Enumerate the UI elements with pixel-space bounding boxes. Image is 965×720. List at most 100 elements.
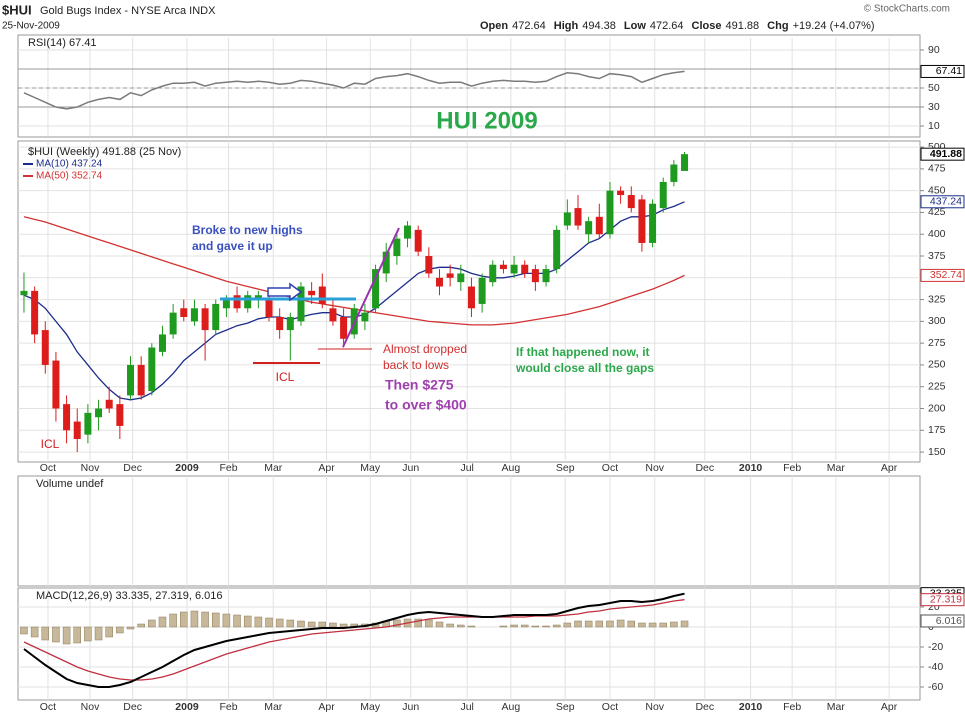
histogram-bar: [275, 618, 284, 628]
y-tick-label: 275: [928, 337, 946, 349]
quote-label: Low: [624, 20, 646, 32]
annotation: Broke to new highs: [192, 223, 303, 237]
histogram-bar: [30, 626, 39, 638]
histogram-bar: [499, 625, 508, 628]
annotation: If that happened now, it: [516, 345, 650, 359]
histogram-bar: [180, 611, 188, 628]
x-tick-label: Feb: [783, 701, 801, 713]
x-tick-label: Mar: [264, 701, 283, 713]
x-tick-label: Mar: [827, 462, 846, 474]
histogram-bar: [648, 622, 657, 628]
histogram-bar: [62, 626, 71, 645]
x-tick-label: Sep: [556, 701, 575, 713]
histogram-bar: [659, 622, 667, 628]
candle-body: [276, 317, 284, 331]
histogram-bar: [670, 621, 678, 628]
y-tick-label: -20: [928, 641, 943, 653]
candle-body: [137, 364, 145, 396]
y-tick-label: 10: [928, 120, 940, 132]
x-tick-label: Nov: [81, 462, 100, 474]
histogram-bar: [425, 619, 433, 628]
legend-entry: MA(50) 352.74: [36, 171, 103, 182]
x-tick-label: Jun: [402, 462, 419, 474]
y-tick-label: 150: [928, 446, 946, 458]
candle-body: [595, 216, 603, 235]
histogram-bar: [627, 620, 636, 628]
legend-entry: MA(10) 437.24: [36, 159, 103, 170]
x-tick-label: 2010: [739, 462, 763, 474]
candle-body: [73, 421, 81, 439]
candle-body: [563, 212, 571, 226]
annotation: to over $400: [385, 397, 467, 413]
quote-label: Open: [480, 20, 508, 32]
histogram-bar: [584, 620, 593, 628]
histogram-bar: [510, 624, 518, 628]
candle-body: [446, 273, 454, 278]
candle-body: [127, 364, 135, 396]
x-tick-label: 2009: [175, 701, 199, 713]
value-flag: [920, 614, 965, 628]
y-tick-label: 425: [928, 206, 946, 218]
quote-value: 491.88: [726, 20, 760, 32]
candle-body: [531, 269, 539, 283]
candle-body: [382, 251, 390, 274]
histogram-bar: [73, 626, 81, 644]
x-tick-label: 2009: [175, 462, 199, 474]
symbol-name: Gold Bugs Index - NYSE Arca INDX: [40, 5, 216, 17]
x-tick-label: Jun: [402, 701, 419, 713]
candle-body: [222, 299, 230, 309]
x-tick-label: Apr: [318, 701, 335, 713]
quote-label: Close: [692, 20, 722, 32]
histogram-bar: [574, 620, 582, 628]
x-tick-label: Nov: [645, 701, 664, 713]
candle-body: [254, 295, 262, 300]
y-tick-label: 475: [928, 163, 946, 175]
y-tick-label: 225: [928, 380, 946, 392]
candle-body: [31, 290, 39, 335]
x-tick-label: Oct: [602, 462, 618, 474]
candle-body: [116, 404, 124, 426]
x-tick-label: Aug: [502, 462, 521, 474]
annotation: Then $275: [385, 377, 454, 393]
candle-body: [489, 264, 497, 283]
x-tick-label: Dec: [695, 701, 714, 713]
histogram-bar: [457, 624, 465, 628]
x-tick-label: Oct: [40, 462, 56, 474]
quote-value: 494.38: [582, 20, 616, 32]
candle-body: [681, 154, 689, 171]
quote-label: Chg: [767, 20, 788, 32]
candle-body: [393, 238, 401, 257]
candle-body: [499, 264, 507, 270]
histogram-bar: [148, 619, 156, 628]
y-tick-label: 400: [928, 228, 946, 240]
x-tick-label: Feb: [219, 462, 237, 474]
price-label: $HUI (Weekly) 491.88 (25 Nov): [28, 146, 181, 158]
candle-body: [265, 299, 273, 318]
histogram-bar: [190, 610, 199, 628]
histogram-bar: [606, 620, 614, 628]
x-tick-label: Mar: [264, 462, 283, 474]
x-tick-label: Mar: [827, 701, 846, 713]
quote-value: 472.64: [650, 20, 684, 32]
candle-body: [638, 199, 646, 243]
annotation: back to lows: [383, 358, 449, 372]
x-tick-label: Oct: [40, 701, 56, 713]
candle-body: [467, 286, 475, 309]
value-flag: [920, 268, 965, 282]
histogram-bar: [307, 621, 316, 628]
histogram-bar: [531, 625, 540, 628]
y-tick-label: 90: [928, 44, 940, 56]
y-tick-label: 450: [928, 184, 946, 196]
x-tick-label: Jul: [460, 701, 473, 713]
x-tick-label: May: [360, 462, 381, 474]
candle-body: [201, 308, 209, 331]
candle-body: [169, 312, 177, 335]
candle-body: [41, 330, 49, 365]
candle-body: [308, 290, 316, 296]
histogram-bar: [563, 622, 572, 628]
rsi-label: RSI(14) 67.41: [28, 37, 96, 49]
histogram-bar: [552, 624, 561, 628]
candle-body: [659, 181, 667, 209]
y-tick-label: -60: [928, 681, 943, 693]
candle-body: [244, 295, 252, 309]
